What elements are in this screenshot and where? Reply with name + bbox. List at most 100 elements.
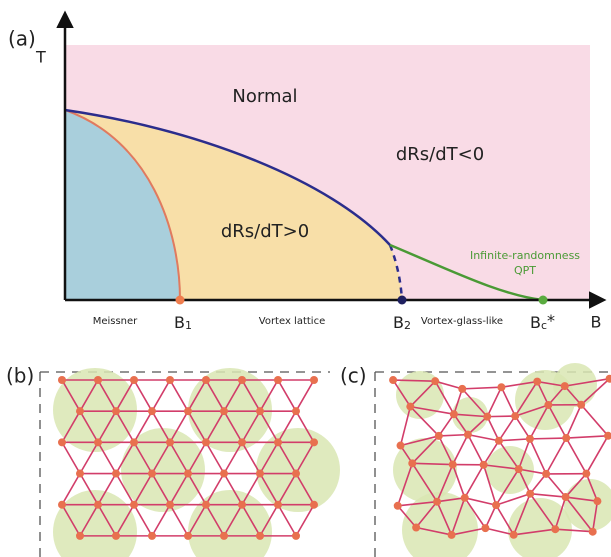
vortex xyxy=(256,532,264,540)
bond xyxy=(501,387,515,416)
bond xyxy=(468,435,484,465)
vortex xyxy=(593,497,601,505)
cluster xyxy=(188,490,272,557)
phase-label: Meissner xyxy=(93,316,138,327)
figure: (a) T B Normal dRs/dT<0 dRs/dT>0 Infinit… xyxy=(0,0,611,557)
region-label: dRs/dT<0 xyxy=(396,144,484,165)
bond xyxy=(530,438,566,439)
bond xyxy=(242,442,260,473)
symbol: B xyxy=(530,313,541,332)
subscript: 2 xyxy=(404,319,411,332)
bond xyxy=(499,416,515,441)
vortex xyxy=(166,438,174,446)
field-label: B2 xyxy=(393,313,411,333)
bond xyxy=(170,505,188,536)
bond xyxy=(487,387,501,416)
vortex xyxy=(76,407,84,415)
vortex xyxy=(577,401,585,409)
symbol: B xyxy=(174,313,185,332)
vortex xyxy=(220,470,228,478)
vortex xyxy=(526,435,534,443)
vortex xyxy=(435,432,443,440)
vortex xyxy=(310,501,318,509)
vortex xyxy=(274,438,282,446)
vortex xyxy=(510,531,518,539)
vortex xyxy=(481,524,489,532)
vortex xyxy=(220,407,228,415)
vortex xyxy=(148,470,156,478)
vortex xyxy=(130,376,138,384)
bond xyxy=(453,435,468,465)
vortex xyxy=(449,461,457,469)
vortex xyxy=(561,382,569,390)
vortex xyxy=(526,490,534,498)
vortex xyxy=(544,401,552,409)
phase-label: Vortex-glass-like xyxy=(421,316,503,327)
vortex xyxy=(562,493,570,501)
bond xyxy=(566,438,586,474)
bond xyxy=(468,435,499,441)
panel-label: (c) xyxy=(340,364,367,388)
vortex xyxy=(394,502,402,510)
vortex xyxy=(184,470,192,478)
vortex xyxy=(112,407,120,415)
bond xyxy=(462,387,501,389)
vortex xyxy=(533,378,541,386)
vortex xyxy=(58,438,66,446)
vortex xyxy=(448,531,456,539)
bond xyxy=(439,435,468,436)
superscript: * xyxy=(547,311,555,330)
panel-label: (a) xyxy=(8,27,36,51)
vortex xyxy=(184,407,192,415)
vortex xyxy=(562,434,570,442)
vortex xyxy=(582,470,590,478)
vortex xyxy=(450,410,458,418)
field-label: Bc* xyxy=(530,311,555,333)
vortex xyxy=(542,470,550,478)
vortex xyxy=(166,501,174,509)
symbol: B xyxy=(393,313,404,332)
vortex xyxy=(389,376,397,384)
vortex xyxy=(412,524,420,532)
vortex xyxy=(238,501,246,509)
vortex xyxy=(202,438,210,446)
vortex xyxy=(148,532,156,540)
vortex xyxy=(274,376,282,384)
vortex xyxy=(184,532,192,540)
vortex xyxy=(238,376,246,384)
vortex xyxy=(76,470,84,478)
vortex xyxy=(238,438,246,446)
vortex xyxy=(94,501,102,509)
bond xyxy=(487,417,499,441)
vortex xyxy=(166,376,174,384)
vortex xyxy=(431,377,439,385)
vortex xyxy=(433,498,441,506)
vortex xyxy=(220,532,228,540)
vortex xyxy=(94,376,102,384)
vortex xyxy=(480,461,488,469)
vortex xyxy=(292,532,300,540)
bond xyxy=(530,494,565,497)
vortex xyxy=(130,438,138,446)
vortex xyxy=(408,459,416,467)
region-label: Normal xyxy=(232,86,297,107)
vortex xyxy=(589,528,597,536)
region-label: dRs/dT>0 xyxy=(221,221,309,242)
vortex xyxy=(310,438,318,446)
vortex xyxy=(492,501,500,509)
y-axis-label: T xyxy=(35,48,46,67)
vortex xyxy=(148,407,156,415)
vortex xyxy=(461,494,469,502)
bond xyxy=(152,380,170,411)
vortex xyxy=(495,437,503,445)
vortex xyxy=(483,413,491,421)
lattice-c xyxy=(389,363,611,557)
vortex xyxy=(310,376,318,384)
bond xyxy=(170,380,188,411)
vortex xyxy=(292,407,300,415)
vortex xyxy=(274,501,282,509)
panel-label: (b) xyxy=(6,364,34,388)
x-axis-label: B xyxy=(591,313,602,332)
vortex xyxy=(551,525,559,533)
vortex xyxy=(397,442,405,450)
